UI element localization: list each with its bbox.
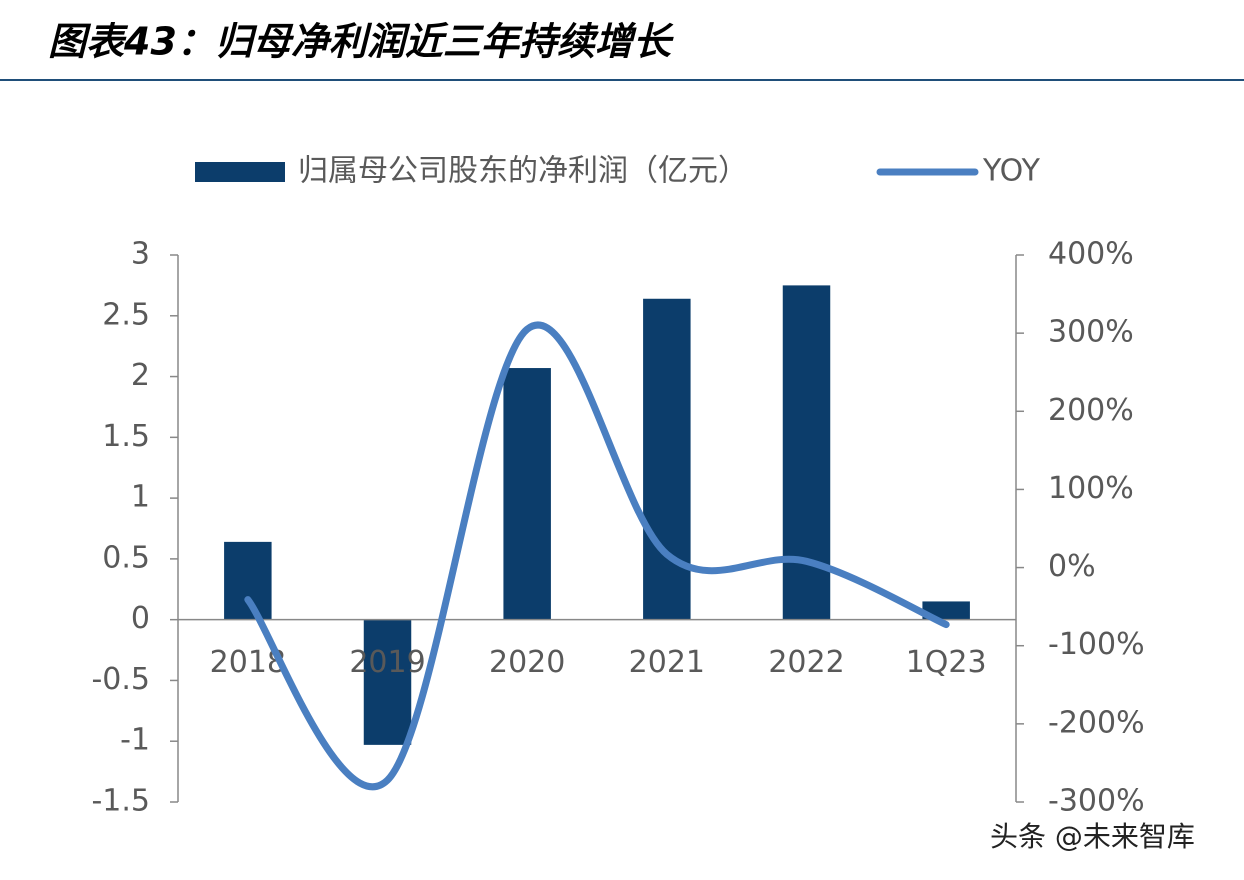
legend-label: YOY [982, 154, 1041, 189]
watermark: 头条 @未来智库 [990, 820, 1195, 853]
y2-tick-label: 100% [1048, 471, 1134, 506]
bar [224, 541, 272, 620]
y-tick-label: -1 [120, 723, 150, 758]
line [244, 321, 950, 791]
bar [363, 619, 412, 745]
x-tick-label: 2020 [489, 645, 565, 680]
y-tick-label: 2 [131, 358, 150, 393]
bar [643, 298, 691, 620]
y-tick-label: -1.5 [91, 784, 150, 819]
legend-label: 归属母公司股东的净利润（亿元） [298, 154, 748, 189]
legend-swatch [195, 162, 285, 182]
y2-tick-label: -300% [1048, 784, 1145, 819]
x-tick-label: 2022 [768, 645, 844, 680]
x-tick-label: 2021 [629, 645, 705, 680]
y-tick-label: 2.5 [102, 297, 150, 332]
y2-tick-label: 0% [1048, 549, 1096, 584]
y-tick-label: 1 [131, 480, 150, 515]
x-tick-label: 2019 [349, 645, 425, 680]
y-tick-label: 0 [131, 601, 150, 636]
bar [503, 368, 551, 620]
y-tick-label: 1.5 [102, 419, 150, 454]
x-tick-label: 1Q23 [906, 645, 987, 680]
chart-title: 图表43：归母净利润近三年持续增长 [48, 20, 674, 64]
y-tick-label: 0.5 [102, 540, 150, 575]
y2-tick-label: -200% [1048, 705, 1145, 740]
y-tick-label: -0.5 [91, 662, 150, 697]
y2-tick-label: 300% [1048, 315, 1134, 350]
y2-tick-label: -100% [1048, 627, 1145, 662]
y2-tick-label: 200% [1048, 393, 1134, 428]
y2-tick-label: 400% [1048, 237, 1134, 272]
y-tick-label: 3 [131, 237, 150, 272]
